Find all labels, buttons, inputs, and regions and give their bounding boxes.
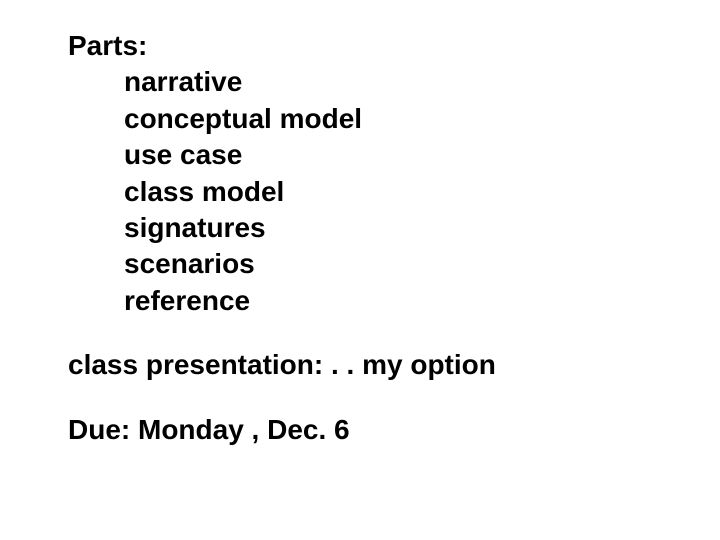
list-item: signatures	[68, 210, 652, 246]
list-item: use case	[68, 137, 652, 173]
presentation-line: class presentation: . . my option	[68, 347, 652, 383]
parts-heading: Parts:	[68, 28, 652, 64]
spacer	[68, 384, 652, 412]
list-item: narrative	[68, 64, 652, 100]
list-item: class model	[68, 174, 652, 210]
list-item: scenarios	[68, 246, 652, 282]
list-item: reference	[68, 283, 652, 319]
list-item: conceptual model	[68, 101, 652, 137]
spacer	[68, 319, 652, 347]
due-line: Due: Monday , Dec. 6	[68, 412, 652, 448]
